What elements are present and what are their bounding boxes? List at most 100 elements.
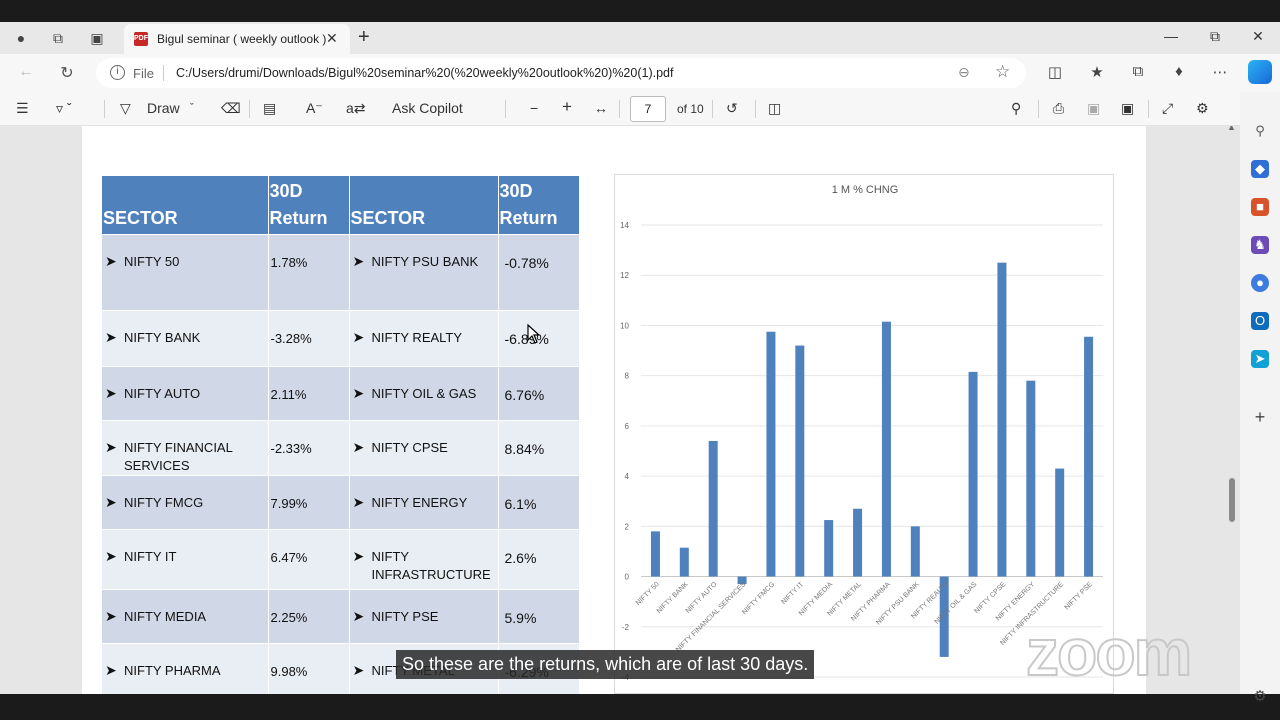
table-cell: 5.9% [498, 588, 580, 643]
table-cell: 8.84% [498, 419, 580, 475]
x-tick-label: NIFTY PSE [1064, 581, 1095, 612]
sidebar-settings-icon[interactable]: ⚙ [1253, 688, 1267, 705]
bar [881, 321, 891, 577]
more-menu-icon[interactable]: ⋯ [1212, 64, 1228, 81]
fullscreen-icon[interactable]: ⤢ [1162, 100, 1174, 116]
rotate-icon[interactable]: ↺ [726, 100, 738, 116]
shopping-tag-icon[interactable]: ◆ [1251, 160, 1269, 178]
y-tick-label: 0 [625, 573, 630, 582]
divider [104, 100, 105, 118]
extensions-icon[interactable]: ♦ [1175, 63, 1183, 80]
divider [1148, 100, 1149, 118]
profile-icon[interactable]: ● [16, 30, 26, 46]
sector-returns-table: SECTOR 30D Return SECTOR 30D Return NIFT… [102, 176, 580, 694]
table-row: NIFTY IT6.47% NIFTY INFRASTRUCTURE 2.6% [102, 528, 580, 589]
table-cell: -6.89% [498, 309, 580, 366]
draw-dropdown-icon[interactable]: ˇ [190, 102, 194, 114]
translate-icon[interactable]: a⇄ [346, 100, 366, 116]
split-screen-icon[interactable]: ◫ [1047, 64, 1063, 81]
tools-briefcase-icon[interactable]: ■ [1251, 198, 1269, 216]
new-tab-button[interactable]: + [358, 26, 370, 48]
bar [737, 576, 747, 585]
scrollbar-thumb[interactable] [1229, 478, 1235, 522]
collections-icon[interactable]: ⧉ [1132, 63, 1144, 80]
table-cell: 6.1% [498, 474, 580, 529]
refresh-icon[interactable]: ↻ [60, 65, 74, 82]
y-tick-label: 2 [625, 522, 630, 531]
settings-icon[interactable]: ⚙ [1196, 100, 1209, 116]
pdf-viewer[interactable]: SECTOR 30D Return SECTOR 30D Return NIFT… [0, 126, 1240, 694]
return-value-left: 1.78% [270, 254, 308, 270]
address-bar[interactable]: i File C:/Users/drumi/Downloads/Bigul%20… [96, 58, 1026, 88]
return-value-right: 8.84% [504, 440, 545, 457]
return-value-left: 6.47% [270, 549, 308, 565]
read-aloud-icon[interactable]: A⁻ [306, 100, 323, 116]
scrollbar[interactable]: ▲ ▼ [1226, 126, 1238, 694]
favorite-star-icon[interactable]: ☆ [995, 62, 1011, 81]
info-icon[interactable]: i [110, 65, 125, 80]
zoom-out-icon[interactable]: ⊖ [958, 64, 970, 80]
sector-name-left: NIFTY PHARMA [102, 644, 268, 680]
draw-button[interactable]: Draw [147, 100, 180, 116]
close-tab-icon[interactable]: ✕ [326, 30, 338, 46]
sector-name-left: NIFTY BANK [102, 311, 268, 347]
print-icon[interactable]: ⎙ [1053, 100, 1065, 116]
workspaces-icon[interactable]: ⧉ [53, 30, 63, 46]
microsoft-365-icon[interactable]: ● [1251, 274, 1269, 292]
y-tick-label: 14 [620, 221, 629, 230]
url-text[interactable]: C:/Users/drumi/Downloads/Bigul%20seminar… [176, 66, 674, 80]
y-tick-label: 6 [625, 422, 630, 431]
back-icon[interactable]: ← [18, 63, 34, 80]
contents-icon[interactable]: ☰ [16, 100, 29, 116]
fit-page-icon[interactable]: ↔ [594, 100, 608, 116]
favorites-icon[interactable]: ★ [1090, 64, 1104, 81]
scroll-up-icon[interactable]: ▲ [1227, 126, 1236, 132]
pdf-toolbar: ☰ ▿ ˇ ▽ Draw ˇ ⌫ ▤ A⁻ a⇄ Ask Copilot − +… [0, 92, 1240, 126]
page-view-icon[interactable]: ◫ [768, 100, 782, 116]
sector-name-right: NIFTY INFRASTRUCTURE [350, 530, 498, 584]
return-value-left: 2.25% [270, 609, 308, 625]
sector-name-right: NIFTY OIL & GAS [350, 367, 498, 403]
table-row: NIFTY FINANCIAL SERVICES-2.33% NIFTY CPSE… [102, 419, 580, 475]
add-sidebar-app-icon[interactable]: + [1254, 407, 1266, 427]
table-cell: -2.33% [268, 419, 350, 475]
table-cell: 1.78% [268, 233, 350, 310]
active-tab[interactable]: PDF Bigul seminar ( weekly outlook ) ✕ [124, 24, 350, 54]
caption-subtitle: So these are the returns, which are of l… [396, 650, 815, 679]
sector-name-right: NIFTY CPSE [350, 421, 498, 457]
bar [910, 526, 920, 577]
send-icon[interactable]: ➤ [1251, 350, 1269, 368]
zoom-in-button[interactable]: + [562, 97, 572, 116]
save-icon[interactable]: ▣ [1087, 100, 1101, 116]
zoom-out-button[interactable]: − [530, 100, 539, 116]
chart-title: 1 M % CHNG [832, 184, 899, 196]
tab-actions-icon[interactable]: ▣ [90, 30, 104, 46]
sector-name-left: NIFTY 50 [102, 235, 268, 271]
restore-button[interactable]: ⧉ [1210, 28, 1220, 44]
divider [712, 100, 713, 118]
draw-icon[interactable]: ▽ [120, 100, 131, 116]
ask-copilot-button[interactable]: Ask Copilot [392, 100, 463, 116]
text-box-icon[interactable]: ▤ [263, 100, 277, 116]
copilot-icon[interactable] [1248, 60, 1272, 84]
outlook-icon[interactable]: O [1251, 312, 1269, 330]
bar [1026, 380, 1036, 577]
games-icon[interactable]: ♞ [1251, 236, 1269, 254]
bar [853, 508, 863, 577]
header-return-right: 30D Return [498, 176, 579, 234]
save-as-icon[interactable]: ▣ [1121, 100, 1135, 116]
file-label: File [133, 66, 154, 81]
table-cell: NIFTY FINANCIAL SERVICES [102, 419, 269, 475]
close-window-button[interactable]: ✕ [1252, 28, 1264, 44]
minimize-button[interactable]: — [1164, 28, 1178, 44]
erase-icon[interactable]: ⌫ [221, 100, 241, 116]
return-value-right: 6.76% [504, 386, 545, 403]
table-cell: NIFTY PHARMA [102, 642, 269, 694]
highlight-icon[interactable]: ▿ ˇ [56, 100, 72, 116]
search-icon[interactable]: ⚲ [1011, 100, 1022, 116]
page-number-input[interactable]: 7 [630, 96, 666, 122]
bar [650, 531, 660, 577]
sidebar-search-icon[interactable]: ⚲ [1255, 123, 1265, 138]
